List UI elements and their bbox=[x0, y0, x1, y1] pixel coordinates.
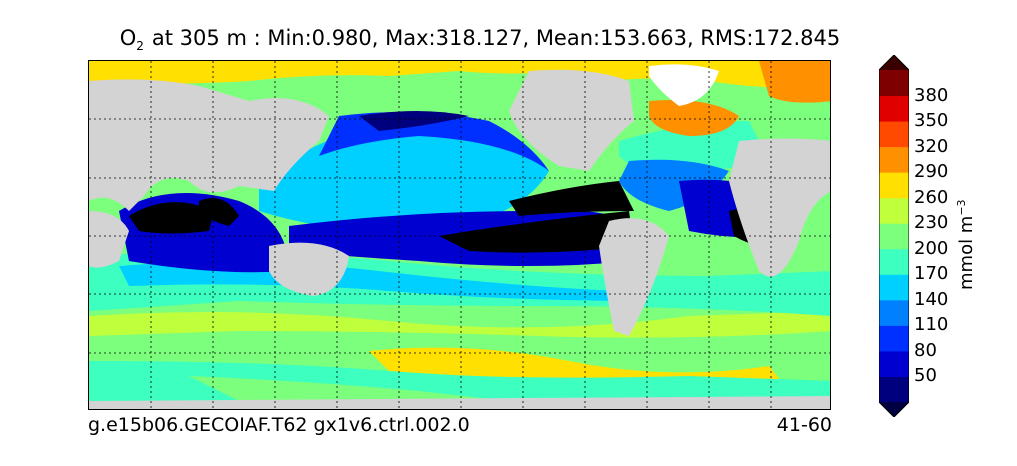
colorbar bbox=[879, 55, 909, 417]
colorbar-tick-label: 350 bbox=[914, 110, 949, 132]
case-name: g.e15b06.GECOIAF.T62 gx1v6.ctrl.002.0 bbox=[88, 414, 470, 436]
colorbar-bin bbox=[879, 248, 909, 275]
australia-land bbox=[269, 242, 349, 296]
title-symbol: O bbox=[119, 26, 137, 50]
colorbar-tick-label: 230 bbox=[914, 212, 949, 234]
title-subscript: 2 bbox=[136, 39, 144, 53]
greenland-ice bbox=[649, 64, 719, 106]
colorbar-bin bbox=[879, 274, 909, 301]
colorbar-bin bbox=[879, 223, 909, 250]
colorbar-bin bbox=[879, 376, 909, 403]
title-text: at 305 m : Min:0.980, Max:318.127, Mean:… bbox=[151, 26, 841, 50]
colorbar-extend-max bbox=[879, 55, 909, 70]
colorbar-bin bbox=[879, 172, 909, 199]
colorbar-bin bbox=[879, 121, 909, 148]
year-range: 41-60 bbox=[776, 414, 832, 436]
colorbar-tick-label: 260 bbox=[914, 186, 949, 208]
antarctic-green-patch bbox=[189, 376, 509, 404]
colorbar-tick-label: 50 bbox=[914, 365, 937, 387]
antarctica-land bbox=[89, 396, 830, 409]
arabian-sea-omz bbox=[129, 202, 214, 234]
labrador-orange bbox=[649, 100, 739, 136]
colorbar-bin bbox=[879, 70, 909, 97]
plot-title: O2 at 305 m : Min:0.980, Max:318.127, Mea… bbox=[0, 26, 960, 53]
colorbar-tick-label: 80 bbox=[914, 339, 937, 361]
colorbar-tick-label: 170 bbox=[914, 263, 949, 285]
colorbar-bin bbox=[879, 146, 909, 173]
colorbar-bin bbox=[879, 325, 909, 352]
colorbar-extend-min bbox=[879, 402, 909, 417]
colorbar-tick-label: 110 bbox=[914, 314, 949, 336]
colorbar-tick-label: 320 bbox=[914, 135, 949, 157]
bay-of-bengal-omz bbox=[199, 198, 239, 226]
arctic-yellow bbox=[89, 61, 830, 88]
north-pacific-navy bbox=[359, 111, 469, 131]
graticule bbox=[89, 61, 830, 409]
colorbar-bin bbox=[879, 197, 909, 224]
southern-yellowgreen-band bbox=[89, 311, 830, 338]
units-main: mmol m bbox=[956, 215, 977, 290]
ocean-o2-map bbox=[89, 61, 830, 409]
colorbar-bin bbox=[879, 299, 909, 326]
colorbar-bin bbox=[879, 350, 909, 377]
africa-east-land bbox=[89, 211, 129, 268]
colorbar-tick-label: 200 bbox=[914, 237, 949, 259]
eastern-pacific-omz-north bbox=[509, 181, 634, 216]
map-panel bbox=[88, 60, 831, 410]
africa-europe-land bbox=[729, 138, 830, 277]
colorbar-tick-label: 140 bbox=[914, 288, 949, 310]
colorbar-bin bbox=[879, 95, 909, 122]
atlantic-subtropical bbox=[619, 159, 729, 211]
colorbar-tick-label: 290 bbox=[914, 161, 949, 183]
colorbar-tick-label: 380 bbox=[914, 84, 949, 106]
units-exponent: −3 bbox=[955, 199, 968, 216]
colorbar-units: mmol m−3 bbox=[955, 199, 977, 290]
arctic-orange bbox=[759, 61, 830, 103]
north-america-land bbox=[509, 69, 634, 171]
south-america-land bbox=[599, 218, 669, 336]
